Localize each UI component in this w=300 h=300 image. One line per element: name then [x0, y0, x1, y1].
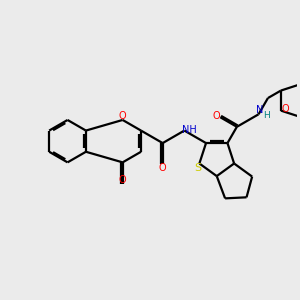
- Text: S: S: [194, 164, 202, 173]
- Text: H: H: [263, 111, 270, 120]
- Text: O: O: [212, 111, 220, 122]
- Text: O: O: [281, 104, 289, 114]
- Text: O: O: [159, 163, 166, 173]
- Text: NH: NH: [182, 125, 197, 135]
- Text: O: O: [119, 175, 126, 185]
- Text: O: O: [119, 111, 126, 121]
- Text: N: N: [256, 106, 264, 116]
